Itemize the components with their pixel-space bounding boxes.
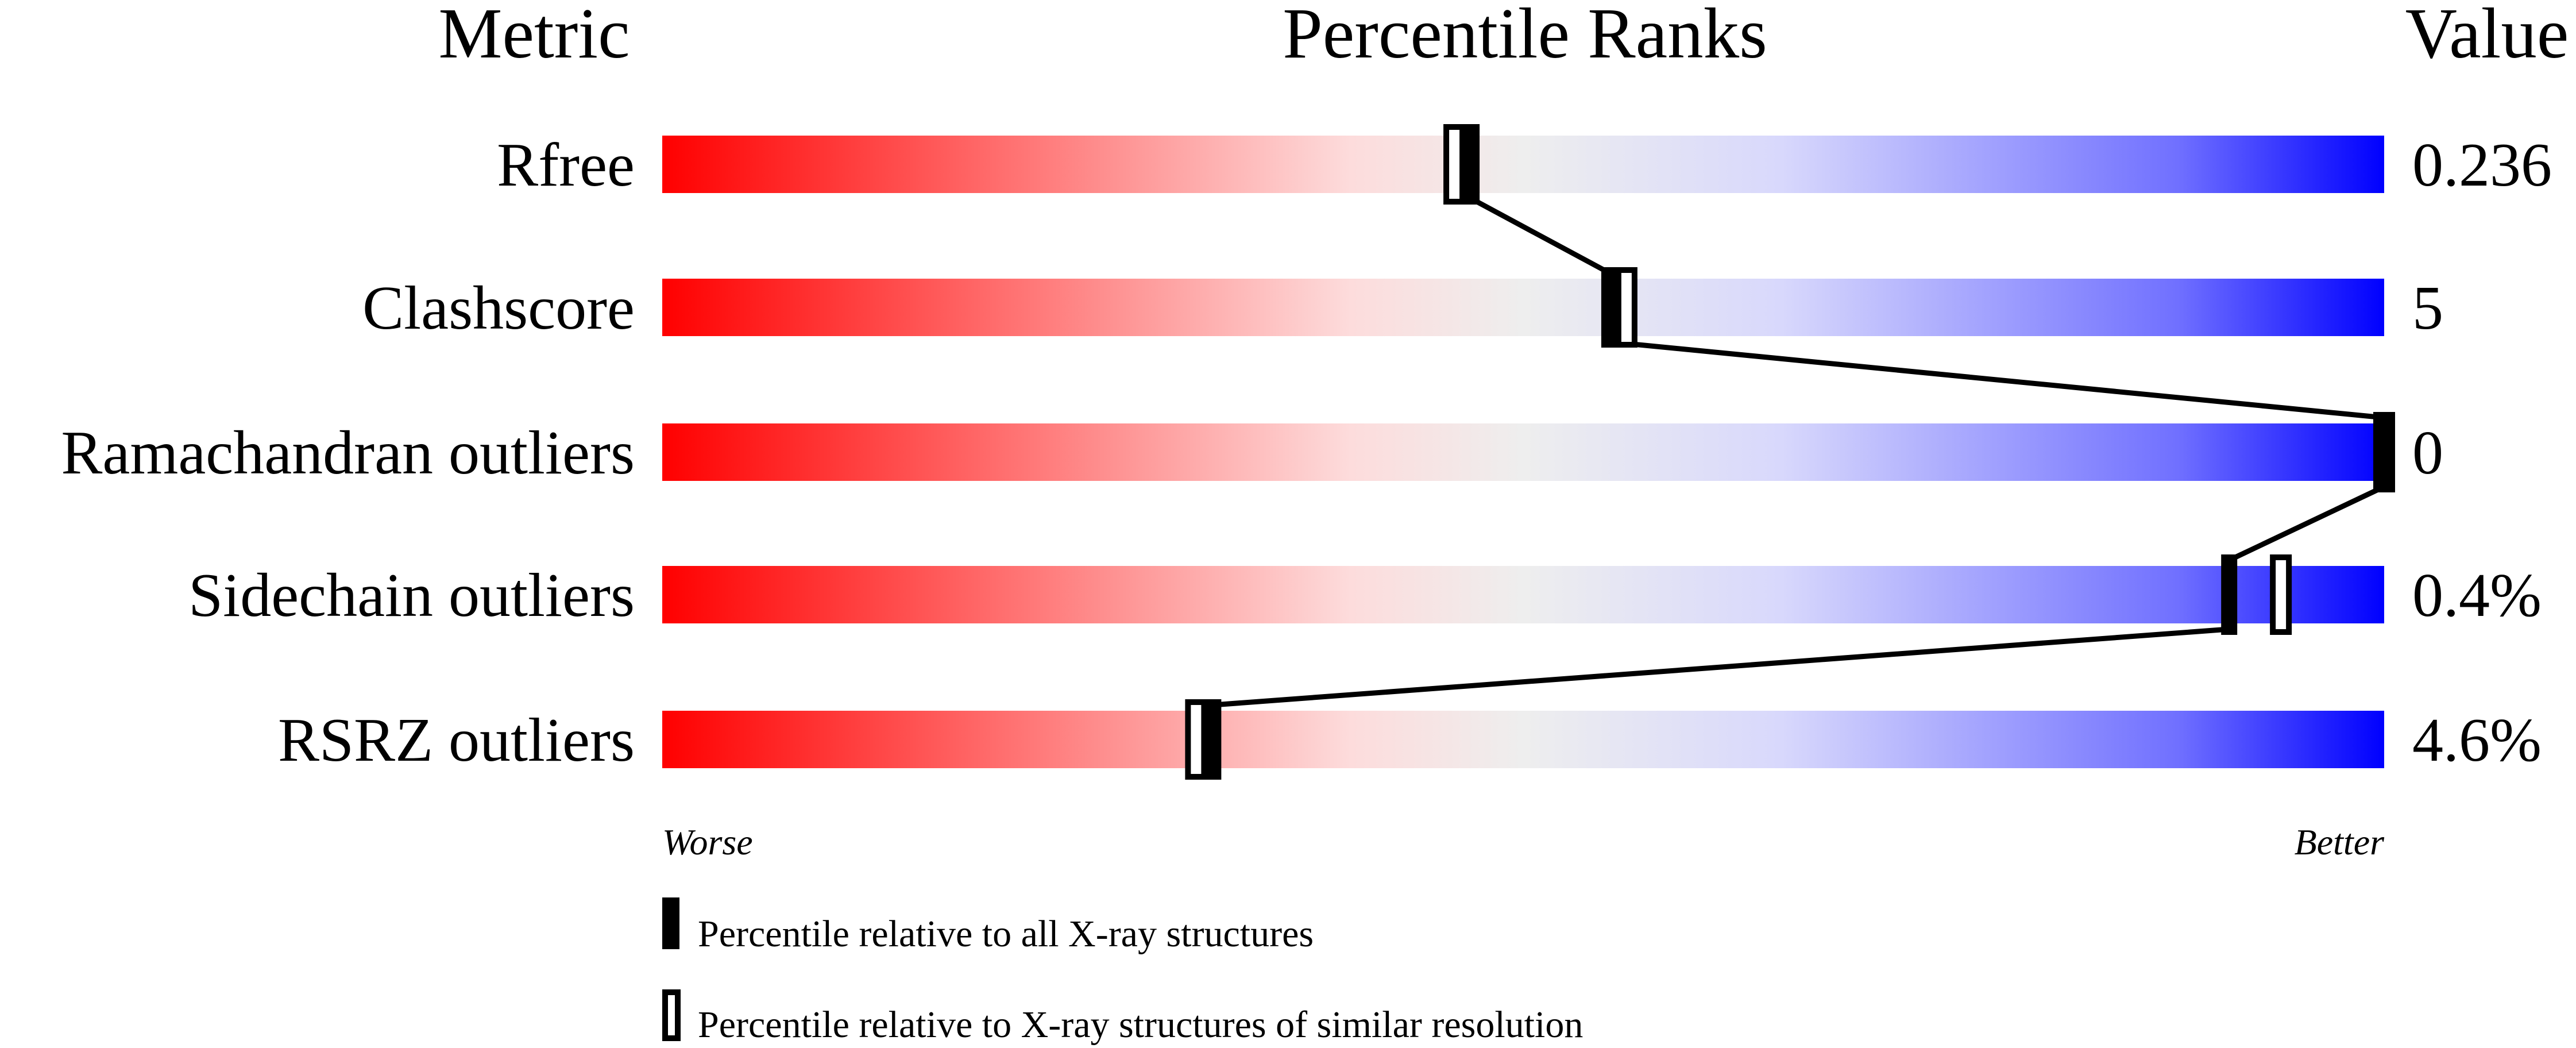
axis-label-worse: Worse [662, 822, 753, 862]
metric-label: Sidechain outliers [188, 561, 635, 630]
metric-value: 4.6% [2412, 706, 2542, 775]
legend-label-all: Percentile relative to all X-ray structu… [698, 913, 1314, 955]
header-metric: Metric [438, 0, 629, 74]
header-percentile-ranks: Percentile Ranks [1283, 0, 1767, 74]
percentile-bar [662, 711, 2384, 768]
metric-label: Rfree [497, 131, 635, 199]
metric-value: 0.236 [2412, 131, 2552, 199]
header-value: Value [2405, 0, 2569, 74]
metric-row: Sidechain outliers 0.4% [188, 561, 2542, 630]
marker-similar-resolution [2270, 554, 2292, 635]
metric-label: RSRZ outliers [278, 706, 635, 775]
connector-line [2228, 484, 2385, 563]
metric-row: Clashscore 5 [362, 274, 2443, 342]
percentile-bar [662, 423, 2384, 481]
marker-all-structures [1601, 267, 1617, 348]
percentile-bar [662, 566, 2384, 623]
marker-all-structures [2221, 554, 2238, 635]
metric-label: Clashscore [362, 274, 635, 342]
legend: Percentile relative to all X-ray structu… [662, 897, 1583, 1046]
metric-value: 0.4% [2412, 561, 2542, 630]
metric-label: Ramachandran outliers [61, 419, 635, 487]
metric-row: Ramachandran outliers 0 [61, 419, 2443, 487]
marker-all-structures [2376, 412, 2392, 492]
metric-value: 5 [2412, 274, 2443, 342]
legend-label-similar: Percentile relative to X-ray structures … [698, 1004, 1583, 1046]
legend-filled-marker-icon [662, 897, 679, 949]
marker-similar-resolution [1443, 124, 1466, 205]
metric-value: 0 [2412, 419, 2443, 487]
connector-line [1470, 196, 1611, 275]
percentile-bar [662, 136, 2384, 193]
metric-row: RSRZ outliers 4.6% [278, 706, 2542, 775]
legend-hollow-marker-icon [662, 989, 681, 1041]
connector-line [1213, 626, 2230, 708]
marker-similar-resolution [1615, 267, 1637, 348]
marker-all-structures [1463, 124, 1480, 205]
percentile-bar [662, 279, 2384, 336]
metric-row: Rfree 0.236 [497, 131, 2552, 199]
axis-label-better: Better [2295, 822, 2385, 862]
connector-line [1609, 339, 2385, 421]
marker-similar-resolution [1185, 699, 1207, 780]
marker-all-structures [1205, 699, 1222, 780]
